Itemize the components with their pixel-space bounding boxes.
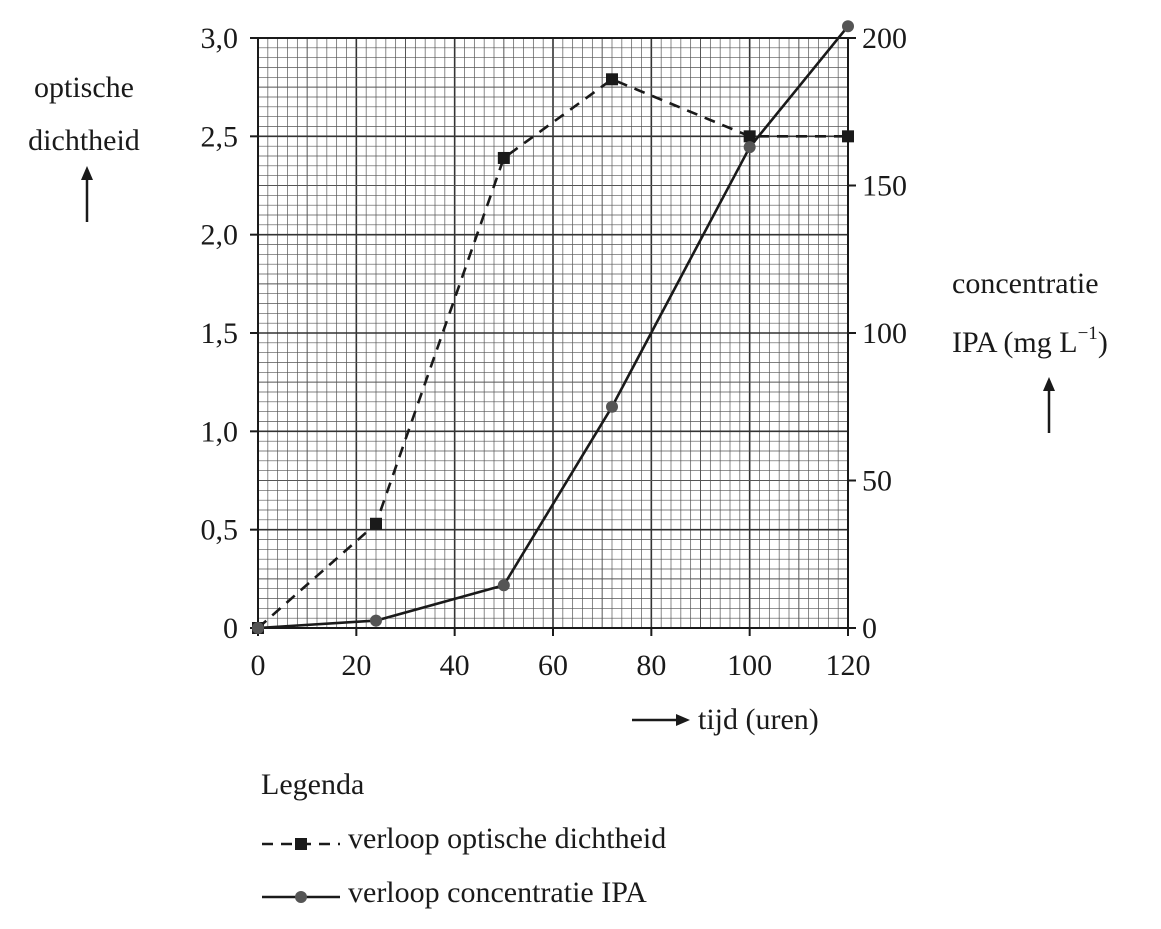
y-tick-label-left: 0,5: [201, 514, 239, 547]
data-point-square: [497, 151, 510, 164]
data-point-circle: [370, 614, 382, 627]
data-point-circle: [252, 622, 264, 634]
data-point-circle: [842, 20, 854, 33]
y-axis-label-right: concentratie IPA (mg L−1): [952, 267, 1108, 433]
y-tick-label-right: 200: [862, 22, 907, 55]
legend: Legenda verloop optische dichtheid verlo…: [261, 768, 666, 909]
series-line-ipa-concentration: [257, 25, 850, 630]
y-tick-label-right: 50: [862, 465, 892, 498]
right-arrow-icon: [632, 714, 690, 726]
series-line-optical-density: [257, 78, 848, 629]
data-point-square: [606, 73, 618, 86]
data-point-circle: [743, 141, 756, 154]
x-tick-label: 120: [826, 649, 871, 682]
y-tick-label-left: 2,0: [201, 219, 239, 252]
square-marker-icon: [295, 838, 307, 850]
y-label-left-line1: optische: [34, 71, 134, 104]
y-label-left-line2: dichtheid: [28, 124, 140, 157]
y-tick-label-right: 150: [862, 170, 907, 203]
y-tick-label-left: 3,0: [201, 22, 239, 55]
x-tick-label: 80: [636, 649, 666, 682]
data-point-square: [370, 517, 382, 530]
series: [252, 20, 854, 634]
y-tick-label-left: 1,5: [201, 317, 239, 350]
data-point-square: [743, 130, 756, 143]
y-tick-label-left: 2,5: [201, 120, 239, 153]
y-label-right-line1: concentratie: [952, 267, 1099, 300]
legend-label-optical-density: verloop optische dichtheid: [348, 822, 666, 855]
x-tick-label: 60: [538, 649, 568, 682]
y-axis-label-left: optische dichtheid: [28, 71, 140, 222]
circle-marker-icon: [295, 891, 307, 903]
data-point-circle: [606, 400, 618, 413]
legend-title: Legenda: [261, 768, 364, 801]
x-tick-label: 20: [341, 649, 371, 682]
x-tick-label: 40: [440, 649, 470, 682]
y-tick-label-left: 1,0: [201, 415, 239, 448]
y-label-right-line2: IPA (mg L−1): [952, 323, 1108, 359]
tick-labels: 0 20 40 60 80 100 120 0 0,5 1,0 1,5 2,0 2,5 3,0 0 50 100…: [201, 22, 908, 682]
y-tick-label-right: 0: [862, 612, 877, 645]
up-arrow-icon: [1043, 377, 1055, 433]
y-tick-label-right: 100: [862, 317, 907, 350]
legend-item-ipa-concentration: verloop concentratie IPA: [262, 876, 647, 909]
x-label: tijd (uren): [698, 703, 819, 736]
up-arrow-icon: [81, 166, 93, 222]
y-tick-label-left: 0: [223, 612, 238, 645]
x-axis-label: tijd (uren): [632, 703, 819, 736]
x-tick-label: 100: [727, 649, 772, 682]
x-tick-label: 0: [251, 649, 266, 682]
grid: [258, 38, 848, 628]
legend-item-optical-density: verloop optische dichtheid: [262, 822, 666, 855]
data-point-square: [842, 130, 854, 143]
legend-label-ipa-concentration: verloop concentratie IPA: [348, 876, 647, 909]
data-point-circle: [497, 579, 510, 592]
